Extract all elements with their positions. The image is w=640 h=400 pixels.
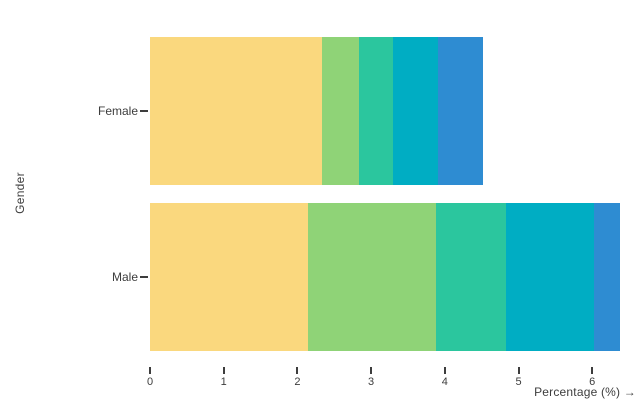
x-tick-label: 3 — [368, 376, 375, 388]
x-tick-label: 0 — [146, 376, 154, 388]
x-tick-label: 6 — [589, 376, 596, 388]
x-tick-mark — [370, 367, 373, 374]
y-tick-label-female: Female — [97, 104, 138, 118]
bar-segment-female-s3 — [358, 37, 394, 185]
x-tick-label: 4 — [441, 376, 448, 388]
x-axis-title: Percentage (%) → — [534, 385, 636, 399]
bar-segment-female-s4 — [393, 37, 439, 185]
bar-segment-female-s2 — [321, 37, 359, 185]
bar-segment-female-s5 — [438, 37, 484, 185]
x-tick-mark — [222, 367, 225, 374]
x-tick-label: 1 — [220, 376, 227, 388]
x-tick-mark — [149, 367, 151, 374]
x-tick-label: 2 — [294, 376, 301, 388]
y-axis-title: Gender — [13, 172, 27, 214]
x-tick-mark — [296, 367, 299, 374]
x-tick-mark — [443, 367, 446, 374]
bar-segment-male-s4 — [505, 203, 595, 351]
bar-segment-male-s1 — [150, 203, 308, 351]
bar-segment-male-s5 — [594, 203, 621, 351]
y-tick-label-male: Male — [111, 270, 138, 284]
y-tick-mark — [140, 276, 148, 278]
x-tick-mark — [517, 367, 520, 374]
y-tick-mark — [140, 110, 148, 112]
bar-segment-male-s3 — [435, 203, 506, 351]
bar-segment-female-s1 — [150, 37, 322, 185]
x-tick-label: 5 — [515, 376, 522, 388]
x-tick-mark — [591, 367, 594, 374]
bar-segment-male-s2 — [307, 203, 436, 351]
